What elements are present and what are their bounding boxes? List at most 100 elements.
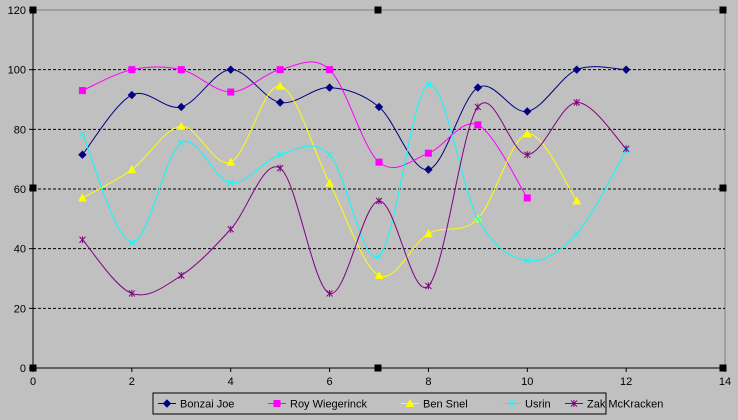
data-point (79, 130, 86, 138)
marker-stroke (375, 252, 383, 260)
data-point (79, 236, 86, 244)
marker-stroke (573, 230, 581, 238)
legend-marker (405, 398, 415, 407)
data-point (572, 196, 582, 205)
data-point (128, 239, 136, 247)
data-point (276, 151, 284, 159)
data-point (177, 102, 186, 112)
legend-item: Usrin (503, 399, 551, 411)
data-point (424, 229, 433, 238)
data-point (473, 83, 483, 92)
series-zak-mckracken (79, 98, 630, 297)
data-point (474, 121, 482, 129)
data-point (572, 65, 581, 74)
x-tick-label: 2 (129, 376, 135, 388)
marker-stroke (227, 179, 235, 187)
data-point (227, 88, 235, 96)
x-tick-label: 0 (30, 376, 36, 388)
selection-handle (719, 364, 727, 372)
legend-marker (508, 400, 516, 407)
marker-stroke (474, 215, 482, 223)
data-point (78, 193, 87, 202)
series-bonzai-joe (78, 65, 631, 174)
y-tick-label: 80 (14, 124, 26, 136)
data-point (326, 289, 333, 297)
data-point (226, 157, 236, 166)
x-tick-label: 12 (620, 376, 632, 388)
x-tick-label: 10 (521, 376, 533, 388)
legend-marker (162, 399, 172, 408)
legend-item: Bonzai Joe (158, 399, 234, 411)
data-point (128, 289, 136, 297)
marker-stroke (276, 151, 284, 159)
marker-stroke (79, 130, 86, 138)
legend: Bonzai Joe Roy Wiegerinck Ben Snel Usrin Zak… (152, 392, 663, 415)
data-point (177, 66, 185, 74)
data-point (474, 215, 482, 223)
x-tick-label: 6 (327, 376, 333, 388)
y-tick-label: 60 (14, 184, 26, 196)
data-point (276, 66, 284, 74)
data-point (573, 230, 581, 238)
x-tick-label: 14 (719, 376, 731, 388)
data-point (375, 158, 383, 166)
data-point (374, 102, 384, 112)
data-point (474, 103, 482, 111)
data-point (127, 165, 137, 174)
y-tick-label: 100 (8, 65, 26, 77)
data-point (425, 81, 432, 88)
marker-stroke (425, 81, 432, 88)
data-point (375, 252, 383, 260)
legend-item: Zak McKracken (565, 399, 663, 411)
marker-stroke (523, 257, 531, 264)
legend-marker (570, 400, 578, 407)
data-point (424, 165, 433, 174)
data-point (275, 98, 285, 107)
selection-handle (719, 6, 727, 14)
data-point (227, 179, 235, 187)
data-point (128, 66, 136, 74)
data-point (326, 151, 333, 159)
y-tick-label: 20 (14, 303, 26, 315)
marker-stroke (177, 139, 185, 147)
selection-handle (374, 364, 382, 372)
x-tick-label: 4 (228, 376, 234, 388)
data-point (424, 149, 432, 157)
legend-item: Roy Wiegerinck (268, 399, 368, 411)
data-point (276, 164, 284, 172)
data-point (177, 139, 185, 147)
legend-box (152, 392, 607, 415)
data-point (227, 225, 235, 233)
data-point (573, 98, 581, 106)
marker-stroke (508, 400, 516, 407)
selection-handle (29, 364, 37, 372)
data-point (523, 257, 531, 264)
data-point (176, 121, 186, 130)
series-line (82, 61, 528, 199)
legend-label: Ben Snel (423, 399, 468, 411)
data-point (325, 178, 334, 187)
marker-stroke (326, 151, 333, 159)
data-point (374, 270, 384, 280)
marker-stroke (128, 239, 136, 247)
data-point (127, 90, 137, 100)
data-point (523, 107, 532, 116)
y-tick-label: 0 (20, 363, 26, 375)
data-point (226, 65, 235, 74)
data-point (622, 145, 630, 153)
legend-item: Ben Snel (401, 399, 468, 411)
data-point (78, 87, 86, 95)
data-point (523, 194, 531, 202)
y-tick-label: 120 (8, 5, 26, 17)
legend-marker (273, 400, 281, 407)
legend-label: Usrin (525, 399, 551, 411)
data-point (522, 129, 532, 138)
data-point (78, 150, 87, 159)
data-point (275, 81, 285, 90)
selection-handle (719, 184, 727, 192)
x-tick-label: 8 (425, 376, 431, 388)
selection-handle (29, 6, 37, 14)
selection-handle (374, 6, 382, 14)
